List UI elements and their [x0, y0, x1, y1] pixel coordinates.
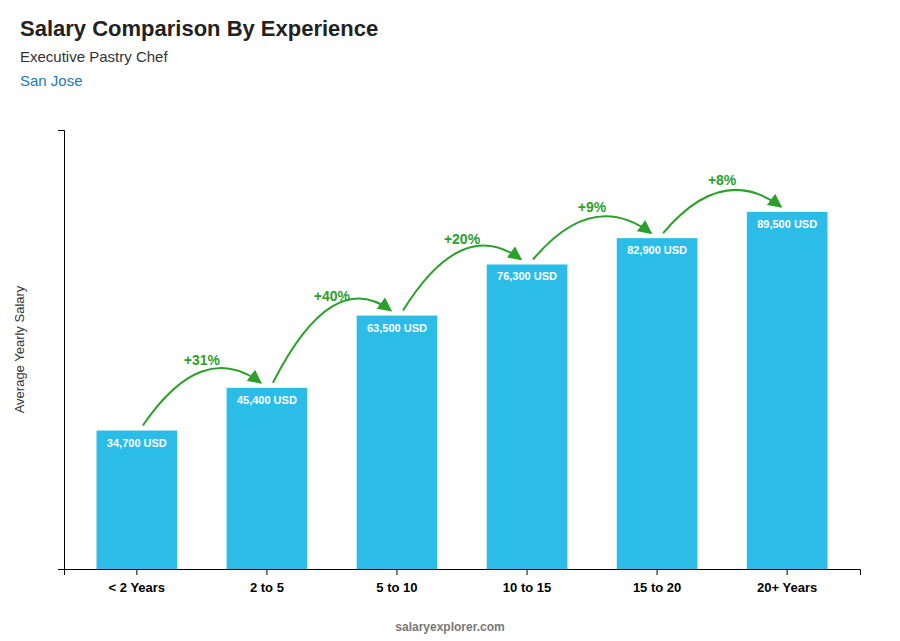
- change-label: +31%: [184, 352, 221, 368]
- change-arrow: [403, 246, 521, 311]
- data-label: 89,500 USD: [757, 218, 817, 230]
- x-tick-label: 5 to 10: [376, 580, 417, 595]
- change-arcs: +31% +40% +20% +9% +8%: [143, 172, 781, 425]
- annotation-watermark: salaryexplorer.com: [395, 620, 504, 634]
- x-tick-label: 2 to 5: [250, 580, 284, 595]
- x-tick: 15 to 20: [633, 569, 681, 595]
- plot-area: < 2 Years 2 to 5 5 to 10 10 to 15 15 to 20 20…: [58, 131, 861, 596]
- x-tick-label: 15 to 20: [633, 580, 681, 595]
- subtitle: Executive Pastry Chef: [20, 48, 168, 65]
- x-tick: 10 to 15: [503, 569, 551, 595]
- x-tick-label: 10 to 15: [503, 580, 551, 595]
- data-label: 34,700 USD: [107, 437, 167, 449]
- x-tick: 5 to 10: [376, 569, 417, 595]
- x-tick-mark: [657, 569, 658, 575]
- x-axis-line: [65, 570, 861, 576]
- change-arrow: [533, 216, 651, 259]
- x-tick: 20+ Years: [757, 569, 817, 595]
- bars: [97, 212, 828, 569]
- bar: [97, 431, 178, 569]
- x-tick-label: 20+ Years: [757, 580, 817, 595]
- x-tick-mark: [787, 569, 788, 575]
- change-arrow: [663, 190, 781, 233]
- bar: [227, 388, 308, 569]
- bar: [747, 212, 828, 569]
- data-label: 82,900 USD: [627, 244, 687, 256]
- change-label: +20%: [444, 231, 481, 247]
- y-axis-label: Average Yearly Salary: [12, 285, 27, 413]
- annotation-city: San Jose: [20, 72, 83, 89]
- change-arrow: [273, 298, 391, 382]
- chart: Salary Comparison By Experience Executive…: [0, 0, 900, 641]
- data-label: 45,400 USD: [237, 394, 297, 406]
- x-tick: 2 to 5: [250, 569, 284, 595]
- change-arrow: [143, 368, 261, 426]
- x-axis: < 2 Years 2 to 5 5 to 10 10 to 15 15 to 20 20…: [65, 569, 861, 595]
- x-tick-mark: [527, 569, 528, 575]
- bar: [617, 238, 698, 569]
- x-tick-label: < 2 Years: [109, 580, 166, 595]
- change-label: +9%: [578, 199, 607, 215]
- x-tick-mark: [266, 569, 267, 575]
- data-labels: 34,700 USD 45,400 USD 63,500 USD 76,300 USD…: [107, 218, 817, 449]
- data-label: 76,300 USD: [497, 270, 557, 282]
- x-tick-mark: [136, 569, 137, 575]
- data-label: 63,500 USD: [367, 322, 427, 334]
- title: Salary Comparison By Experience: [20, 16, 378, 41]
- bar: [357, 316, 438, 569]
- change-label: +8%: [708, 172, 737, 188]
- y-axis: [58, 131, 65, 570]
- bar: [487, 264, 568, 569]
- y-axis-line: [58, 131, 65, 570]
- x-tick-mark: [396, 569, 397, 575]
- x-tick: < 2 Years: [109, 569, 166, 595]
- change-label: +40%: [314, 288, 351, 304]
